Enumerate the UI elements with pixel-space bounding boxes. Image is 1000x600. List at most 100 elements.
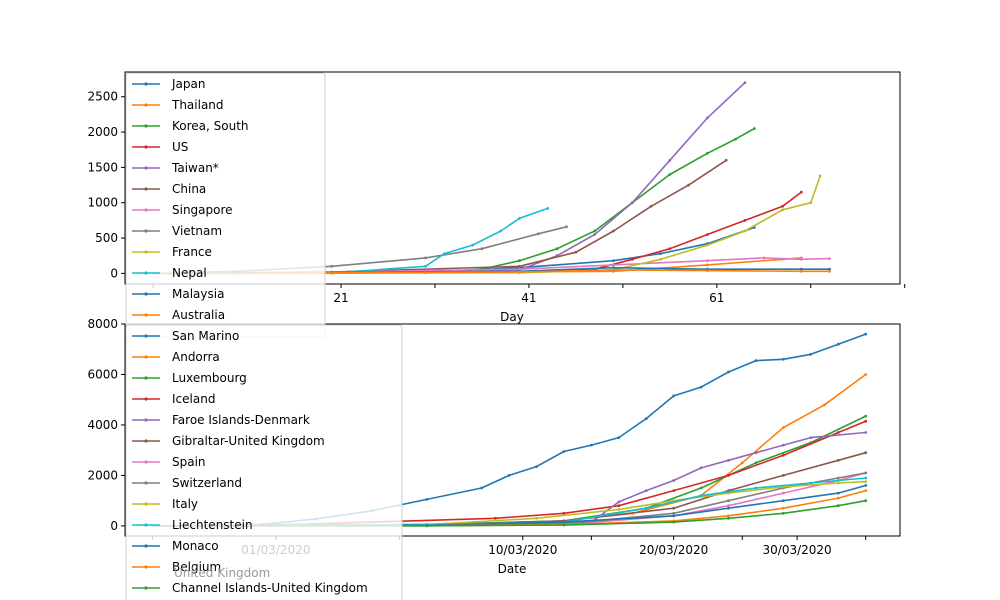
legend-marker-channel-islands-united-kingdom [144,586,148,590]
data-point-channel-islands-united-kingdom [425,524,429,528]
data-point-channel-islands-united-kingdom [836,504,840,508]
data-point-channel-islands-united-kingdom [562,523,566,527]
data-point-belgium [864,489,868,492]
legend-label-luxembourg: Luxembourg [172,371,247,385]
legend-marker-us [144,145,148,149]
data-point-san-marino [480,486,483,490]
legend-marker-nepal [144,271,148,275]
bottom-axes-frame [124,323,901,537]
legend-label-andorra: Andorra [172,350,220,364]
top-x-axis-label: Day [500,310,524,324]
data-point-belgium [727,514,730,518]
data-point-taiwan [593,233,597,236]
series-line-australia [153,269,830,275]
data-point-san-marino [809,352,813,356]
data-point-iceland [672,489,676,492]
data-point-luxembourg [699,486,703,490]
data-point-liechtenstein [754,486,758,490]
data-point-san-marino [535,465,538,468]
y-tick-label: 0 [110,266,118,280]
data-point-monaco [864,484,868,487]
legend-marker-australia [144,313,148,317]
data-point-korea-south [593,229,597,233]
data-point-andorra [740,461,744,465]
data-point-san-marino [699,385,703,389]
data-point-san-marino [836,342,840,346]
data-point-faroe-islands-denmark [782,443,785,447]
data-point-belgium [836,496,840,500]
data-point-switzerland [864,471,868,475]
data-point-singapore [518,267,521,271]
data-point-us [706,233,709,236]
y-tick-label: 500 [95,231,118,245]
data-point-liechtenstein [644,506,648,510]
legend-label-us: US [172,140,188,154]
data-point-nepal [518,216,521,220]
data-point-monaco [727,506,730,510]
data-point-malaysia [828,267,831,271]
data-point-us [743,219,747,222]
legend-marker-luxembourg [144,376,148,380]
legend-label-malaysia: Malaysia [172,287,224,301]
data-point-iceland [562,511,566,515]
data-point-andorra [864,373,868,376]
data-point-france [743,229,747,233]
data-point-iceland [864,419,868,423]
data-point-faroe-islands-denmark [727,458,730,462]
y-tick-label: 2000 [87,468,118,482]
data-point-liechtenstein [809,481,813,485]
x-tick-label: 10/03/2020 [488,543,557,557]
legend-label-nepal: Nepal [172,266,207,280]
legend-marker-japan [144,82,148,86]
data-point-san-marino [425,498,429,501]
data-point-france [818,174,822,178]
data-point-australia [612,268,615,272]
data-point-andorra [782,426,785,429]
data-point-spain [782,491,785,495]
data-point-faroe-islands-denmark [809,436,813,439]
data-point-nepal [424,264,427,268]
legend-marker-china [144,187,148,191]
data-point-faroe-islands-denmark [699,466,703,470]
legend-marker-korea-south [144,124,148,128]
data-point-china [687,183,690,187]
data-point-japan [612,259,615,263]
data-point-san-marino [644,417,648,420]
y-tick-label: 2000 [87,125,118,139]
data-point-nepal [443,252,446,256]
data-point-liechtenstein [699,494,703,497]
legend-label-vietnam: Vietnam [172,224,222,238]
legend-label-switzerland: Switzerland [172,476,242,490]
data-point-faroe-islands-denmark [754,451,758,455]
data-point-china [649,204,653,208]
data-point-italy [864,480,868,484]
data-point-monaco [672,514,676,518]
legend-marker-italy [144,502,148,506]
data-point-channel-islands-united-kingdom [727,516,730,520]
data-point-san-marino [864,332,868,336]
data-point-nepal [499,229,503,233]
data-point-iceland [836,431,840,434]
legend-marker-thailand [144,103,148,107]
data-point-switzerland [836,476,840,480]
legend-label-singapore: Singapore [172,203,233,217]
data-point-italy [617,508,621,511]
data-point-us [668,247,672,251]
legend-marker-spain [144,460,148,464]
legend-marker-belgium [144,565,148,569]
data-point-gibraltar-united-kingdom [864,451,868,455]
legend-label-iceland: Iceland [172,392,215,406]
legend-label-spain: Spain [172,455,206,469]
data-point-thailand [706,263,709,267]
data-point-faroe-islands-denmark [672,479,676,482]
data-point-faroe-islands-denmark [617,500,621,504]
data-point-channel-islands-united-kingdom [672,520,676,524]
bottom-series-lines [151,332,868,528]
legend-marker-liechtenstein [144,523,148,527]
top-subplot: 0 500 1000 1500 2000 2500 21 41 61 Day [87,71,906,324]
x-tick-label: 30/03/2020 [763,543,832,557]
legend-marker-faroe-islands-denmark [144,418,148,422]
data-point-italy [535,516,538,520]
legend-label-hidden-entry: United Kingdom [174,566,270,580]
